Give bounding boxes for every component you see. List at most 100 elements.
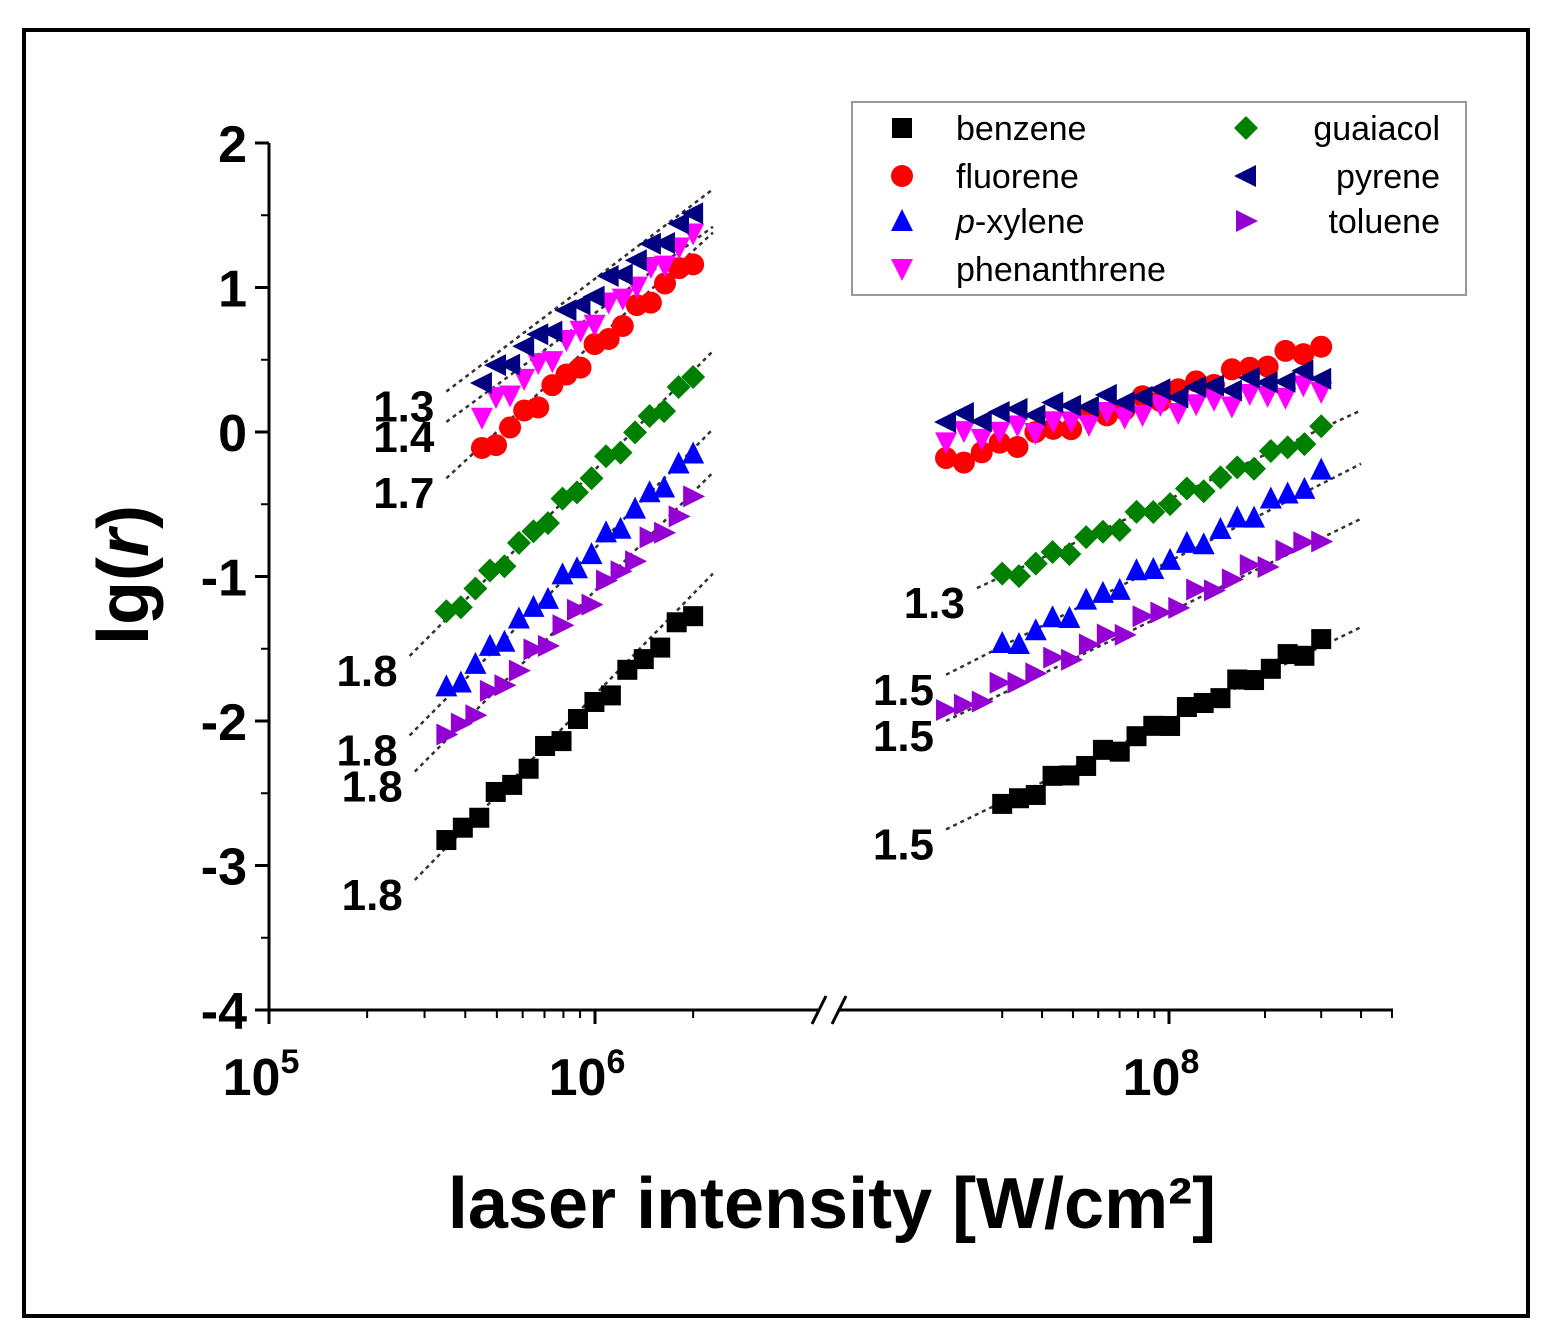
- data-point: [653, 475, 676, 498]
- data-point: [951, 402, 974, 425]
- data-point: [436, 830, 457, 851]
- slope-label-fluorene: 1.7: [373, 469, 434, 518]
- y-tick-label: -3: [201, 839, 247, 897]
- slope-label-toluene: 1.8: [342, 763, 403, 812]
- slope-label-phenanthrene: 1.4: [373, 413, 435, 462]
- data-point: [1075, 587, 1098, 610]
- data-point: [1090, 519, 1115, 544]
- data-point: [469, 372, 492, 395]
- data-point: [682, 441, 705, 464]
- data-point: [1040, 539, 1065, 564]
- data-point: [535, 735, 556, 756]
- data-point: [463, 576, 488, 601]
- data-point: [1274, 339, 1297, 362]
- data-point: [1243, 505, 1266, 528]
- data-point: [1160, 715, 1181, 736]
- data-point: [596, 264, 619, 287]
- x-tick-label: 106: [549, 1043, 626, 1107]
- data-point: [1294, 645, 1315, 666]
- slope-label-benzene: 1.8: [342, 871, 403, 920]
- data-point: [485, 781, 506, 802]
- data-point: [1023, 404, 1046, 427]
- data-point: [479, 679, 502, 702]
- data-point: [1060, 411, 1083, 434]
- data-point: [668, 505, 691, 528]
- data-point: [683, 485, 706, 508]
- data-point: [970, 428, 993, 451]
- data-point: [1193, 692, 1214, 713]
- data-point: [1309, 414, 1334, 439]
- data-point: [536, 586, 559, 609]
- data-point: [436, 723, 459, 746]
- data-point: [1148, 378, 1171, 401]
- data-point: [666, 612, 687, 633]
- data-point: [610, 263, 633, 286]
- data-point: [652, 232, 675, 255]
- data-point: [1242, 456, 1267, 481]
- data-point: [526, 323, 549, 346]
- data-point: [989, 671, 1012, 694]
- data-point: [1095, 402, 1118, 425]
- data-point: [1311, 530, 1334, 553]
- data-point: [1124, 499, 1149, 524]
- data-point: [952, 451, 975, 474]
- legend-marker-fluorene: [891, 165, 913, 187]
- slope-label-toluene: 1.5: [873, 712, 934, 761]
- legend-marker-pyrene: [1234, 165, 1256, 187]
- data-point: [624, 249, 647, 272]
- data-point: [988, 421, 1011, 444]
- y-axis-title: lg(r): [84, 505, 164, 645]
- data-point: [936, 698, 959, 721]
- data-point: [1006, 415, 1029, 438]
- data-point: [527, 396, 550, 419]
- legend-label-p-xylene: p-xylene: [955, 203, 1085, 241]
- data-point: [1208, 465, 1233, 490]
- data-point: [452, 817, 473, 838]
- data-point: [625, 550, 648, 573]
- y-tick-label: 0: [218, 405, 247, 463]
- legend-label-guaiacol: guaiacol: [1313, 110, 1440, 148]
- data-point: [970, 441, 993, 464]
- data-point: [952, 421, 975, 444]
- data-point: [1059, 765, 1080, 786]
- data-point: [667, 212, 690, 235]
- data-point: [1192, 532, 1215, 555]
- data-point: [1096, 623, 1119, 646]
- data-point: [1310, 381, 1333, 404]
- data-point: [1025, 662, 1048, 685]
- axis-break-mark: [810, 995, 828, 1025]
- data-point: [1168, 596, 1191, 619]
- data-point: [991, 631, 1014, 654]
- data-point: [584, 691, 605, 712]
- data-point: [1291, 359, 1314, 382]
- data-point: [1131, 404, 1154, 427]
- data-point: [652, 399, 677, 424]
- data-point: [1219, 379, 1242, 402]
- slope-labels: 1.31.41.71.81.81.81.81.31.51.51.5: [336, 383, 964, 920]
- axis-break-mark: [830, 995, 848, 1025]
- data-point: [502, 774, 523, 795]
- data-point: [617, 659, 638, 680]
- data-point: [1227, 669, 1248, 690]
- data-point: [541, 351, 564, 374]
- data-point: [608, 440, 633, 465]
- data-point: [623, 420, 648, 445]
- data-point: [1176, 697, 1197, 718]
- data-point: [653, 272, 676, 295]
- data-point: [1310, 335, 1333, 358]
- data-point: [565, 480, 590, 505]
- data-point: [465, 704, 488, 727]
- data-point: [580, 542, 603, 565]
- data-point: [681, 202, 704, 225]
- legend-marker-toluene: [1236, 210, 1258, 232]
- data-point: [1042, 411, 1065, 434]
- data-point: [523, 638, 546, 661]
- data-point: [450, 712, 473, 735]
- data-point: [681, 364, 706, 389]
- data-point: [609, 516, 632, 539]
- legend: benzene fluorene p-xylene phenanthrene guaia…: [851, 101, 1467, 296]
- data-point: [1077, 414, 1100, 437]
- data-point: [935, 432, 958, 455]
- data-point: [667, 451, 690, 474]
- data-point: [581, 593, 604, 616]
